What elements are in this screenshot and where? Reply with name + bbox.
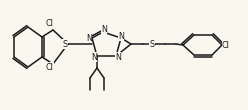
- Text: S: S: [62, 39, 67, 49]
- Text: Cl: Cl: [46, 62, 54, 72]
- Text: N: N: [86, 34, 92, 42]
- Text: S: S: [150, 39, 155, 49]
- Text: N: N: [118, 31, 124, 40]
- Text: Cl: Cl: [222, 40, 230, 50]
- Text: N: N: [91, 52, 97, 61]
- Text: Cl: Cl: [46, 18, 54, 28]
- Text: N: N: [101, 25, 107, 34]
- Text: N: N: [115, 52, 121, 61]
